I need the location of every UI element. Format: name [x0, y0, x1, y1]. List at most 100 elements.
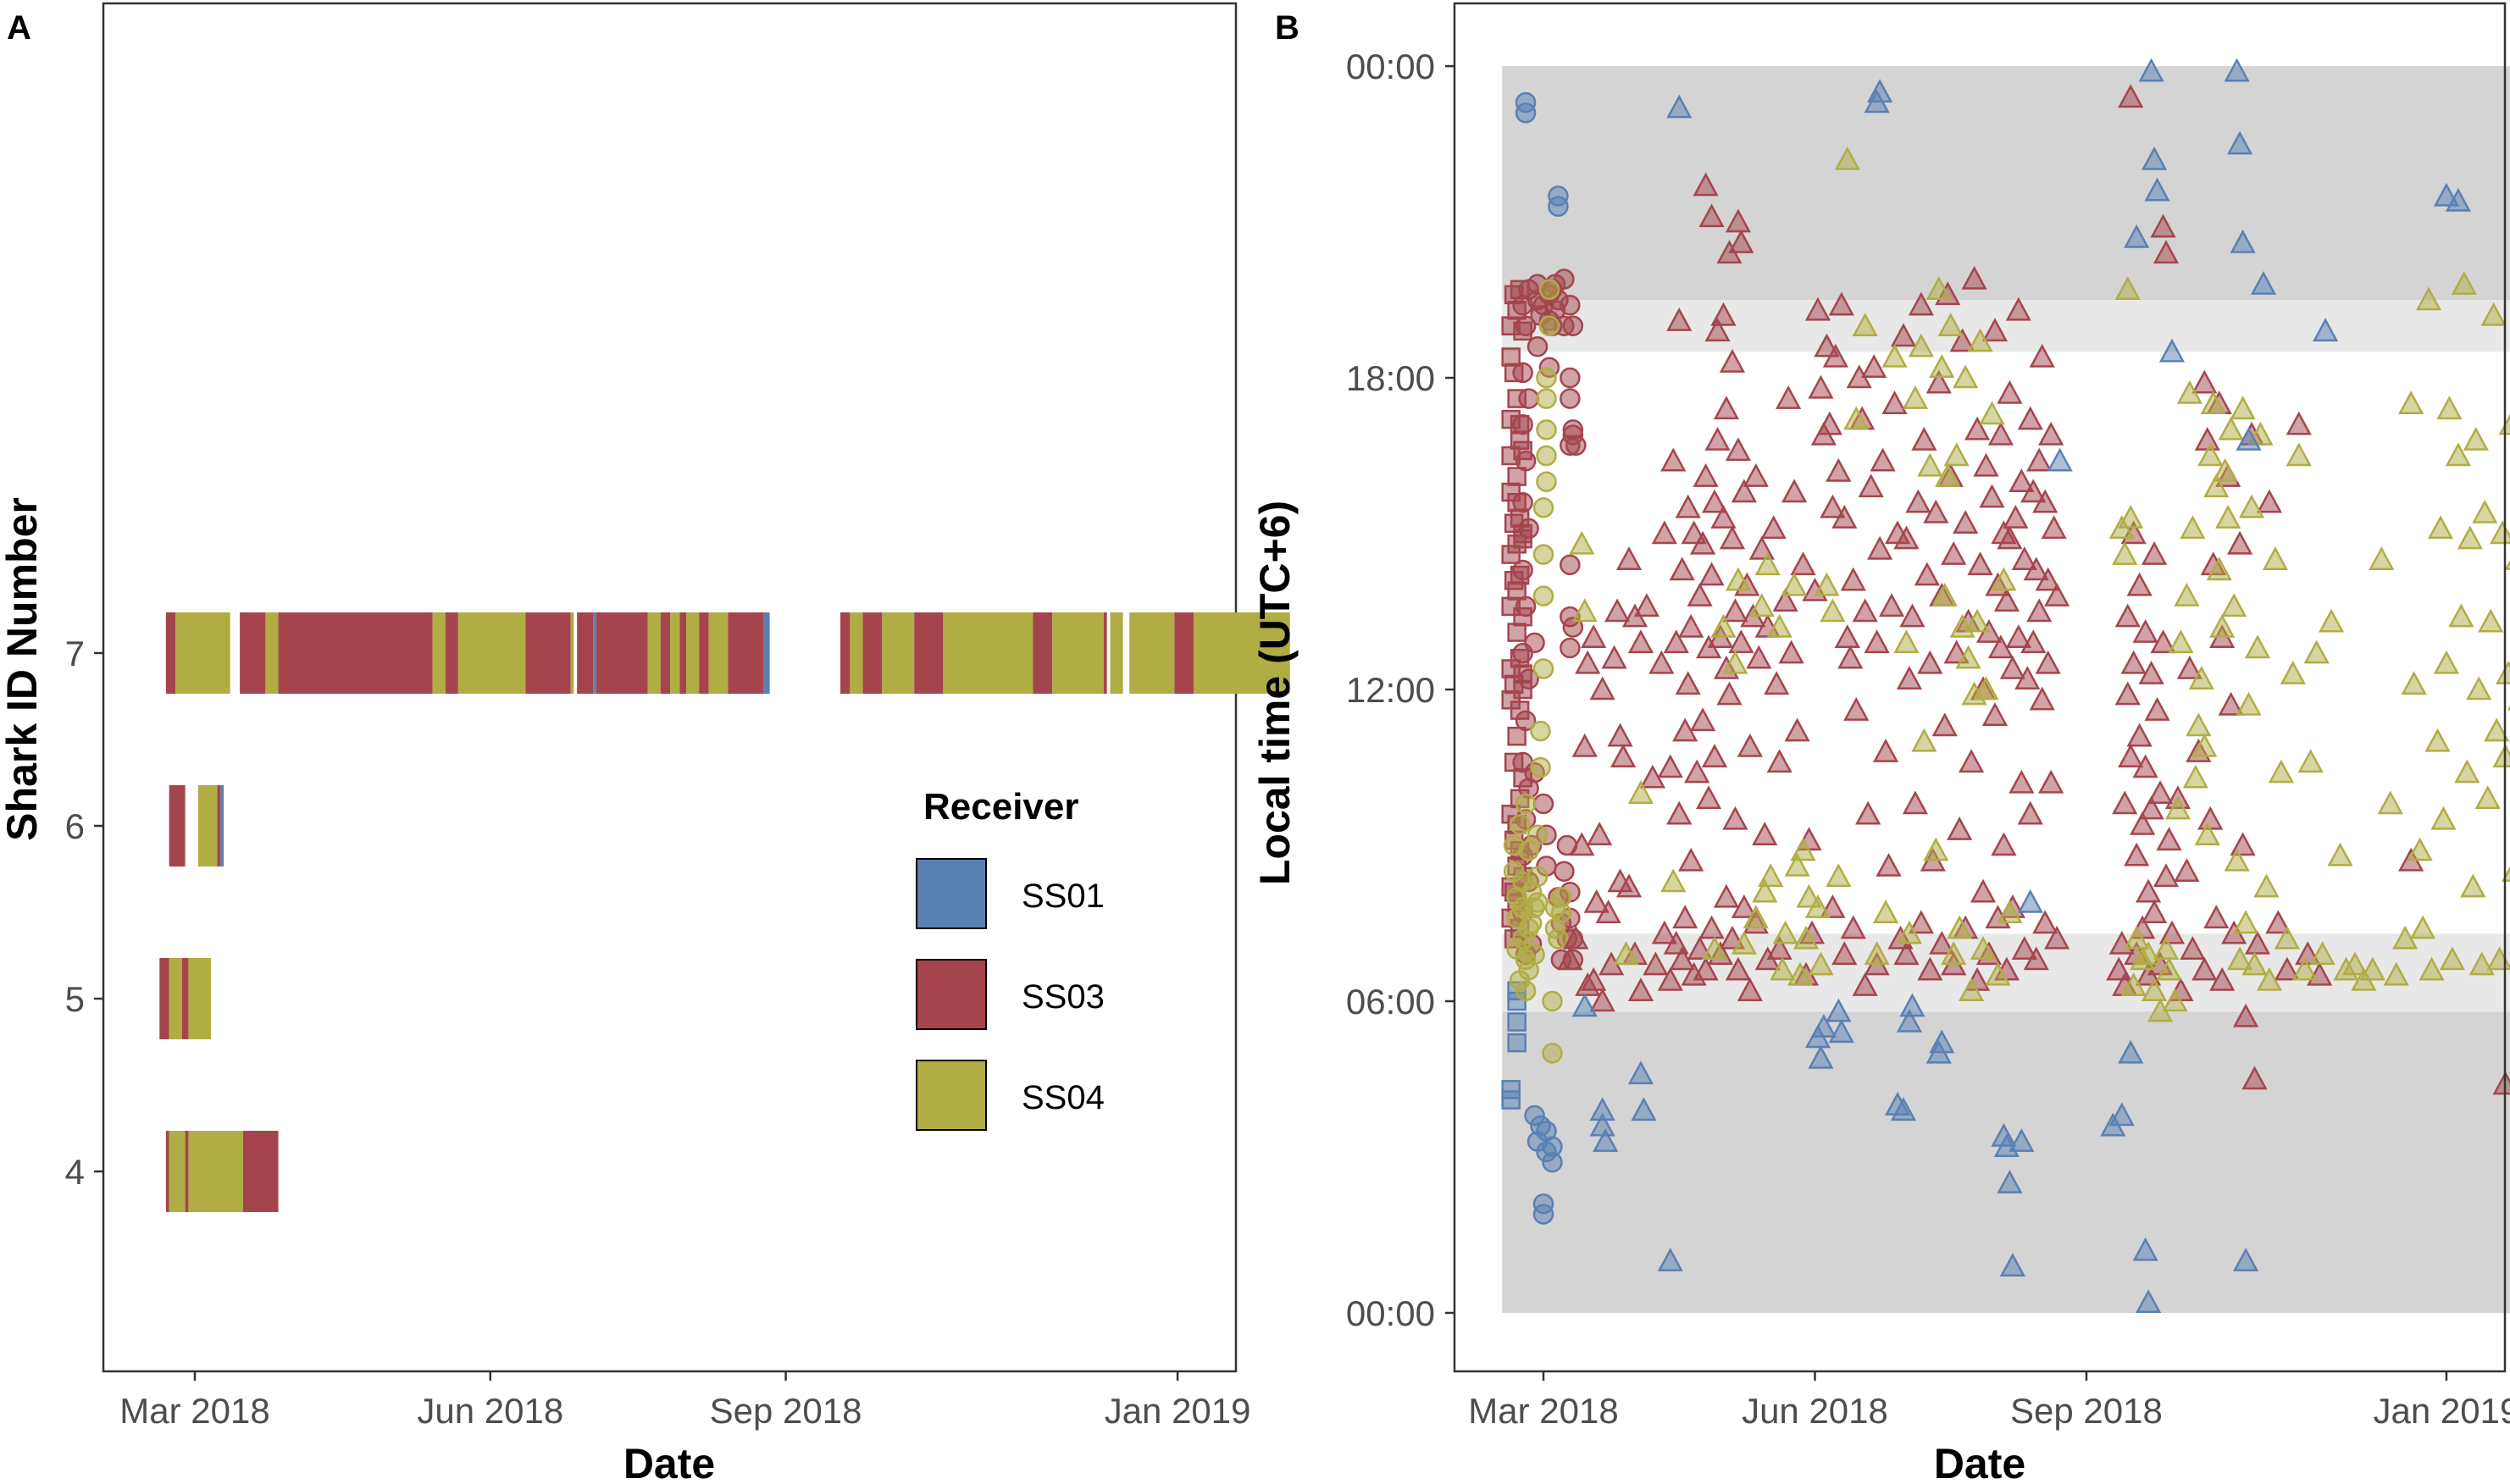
- point-ss03-shark-7: [1725, 437, 1752, 462]
- point-ss03-shark-7: [2120, 650, 2147, 674]
- point-ss03-shark-7: [2124, 842, 2150, 867]
- point-ss04-shark-7: [1722, 650, 1748, 674]
- point-ss04-shark-5: [1530, 756, 1551, 778]
- point-ss04-shark-7: [2182, 764, 2208, 789]
- point-ss03-shark-7: [1563, 925, 1589, 950]
- point-ss04-shark-7: [2377, 790, 2403, 815]
- point-ss04-shark-5: [1536, 445, 1557, 467]
- point-ss01-shark-7: [2047, 447, 2073, 472]
- point-ss03-shark-7: [1725, 956, 1752, 981]
- point-ss04-shark-7: [1997, 900, 2023, 924]
- point-ss04-shark-7: [2341, 951, 2369, 976]
- point-ss03-shark-7: [1669, 556, 1695, 581]
- point-ss03-shark-7: [2026, 447, 2053, 472]
- point-ss04-shark-7: [2186, 712, 2212, 737]
- point-ss04-shark-7: [2398, 390, 2424, 414]
- point-ss01-shark-7: [2313, 318, 2339, 342]
- point-ss04-shark-7: [1959, 977, 1985, 1002]
- shark-7-segment-11-ss01: [593, 612, 596, 694]
- point-ss03-shark-7: [1997, 379, 2023, 404]
- point-ss03-shark-7: [1959, 749, 1985, 773]
- point-ss04-shark-7: [2203, 473, 2230, 498]
- point-ss03-shark-7: [1704, 318, 1731, 342]
- point-ss03-shark-7: [1973, 452, 1999, 477]
- point-ss03-shark-7: [2114, 681, 2141, 706]
- point-ss03-shark-7: [1872, 739, 1899, 762]
- point-ss04-shark-7: [2232, 910, 2259, 934]
- point-ss04-shark-7: [1911, 728, 1937, 752]
- point-ss03-shark-7: [1947, 817, 1973, 840]
- point-ss03-shark-7: [1589, 988, 1615, 1012]
- panel-a-x-tick-label: Jan 2019: [1105, 1391, 1251, 1431]
- point-ss01-shark-7: [1657, 1248, 1683, 1271]
- point-ss03-shark-7: [1604, 598, 1631, 623]
- point-ss03-shark-7: [1929, 930, 1955, 955]
- shark-6-segment-0-ss03: [169, 785, 186, 867]
- point-ss04-shark-7: [1748, 593, 1775, 617]
- point-ss03-shark-7: [1981, 702, 2009, 726]
- point-ss04-shark-7: [2496, 661, 2510, 684]
- point-ss03-shark-7: [2130, 811, 2156, 835]
- point-ss03-shark-7: [2174, 858, 2200, 882]
- point-ss04-shark-7: [1991, 567, 2017, 591]
- point-ss04-shark-5: [1548, 928, 1569, 950]
- legend-swatch-ss03: [916, 959, 987, 1030]
- point-ss03-shark-7: [2153, 240, 2180, 264]
- point-ss03-shark-7: [2003, 505, 2029, 529]
- point-ss03-shark-7: [1902, 790, 1929, 815]
- point-ss03-shark-4: [1512, 362, 1533, 384]
- point-ss04-shark-7: [2280, 661, 2306, 684]
- point-ss04-shark-7: [2221, 593, 2247, 617]
- point-ss03-shark-4: [1560, 637, 1581, 659]
- shark-7-segment-5-ss04: [432, 612, 446, 694]
- point-ss03-shark-6: [1507, 623, 1527, 642]
- point-ss01-shark-7: [1826, 998, 1852, 1022]
- point-ss03-shark-7: [1743, 462, 1769, 487]
- point-ss04-shark-7: [2419, 956, 2445, 981]
- point-ss04-shark-5: [1527, 892, 1549, 913]
- panel-b-y-tick-label: 18:00: [1346, 358, 1435, 398]
- point-ss04-shark-7: [2463, 427, 2489, 451]
- point-ss04-shark-7: [2401, 671, 2427, 695]
- point-ss03-shark-7: [2176, 655, 2202, 679]
- point-ss01-shark-7: [2017, 889, 2043, 913]
- point-ss03-shark-7: [1893, 941, 1920, 966]
- point-ss03-shark-7: [2203, 905, 2230, 929]
- point-ss03-shark-7: [1908, 291, 1934, 316]
- shark-7-segment-23-ss04: [850, 612, 863, 694]
- point-ss03-shark-4: [1518, 668, 1539, 690]
- shark-4-segment-1-ss04: [169, 1131, 186, 1212]
- point-ss03-shark-7: [2009, 769, 2035, 794]
- point-ss03-shark-7: [1760, 515, 1787, 540]
- point-ss04-shark-7: [2180, 515, 2206, 540]
- point-ss03-shark-7: [1917, 956, 1943, 981]
- point-ss04-shark-7: [2359, 956, 2385, 981]
- point-ss01-shark-7: [1997, 1170, 2023, 1193]
- point-ss04-shark-7: [2262, 546, 2289, 570]
- point-ss03-shark-7: [2026, 598, 2053, 623]
- point-ss03-shark-7: [1693, 172, 1719, 197]
- point-ss03-shark-7: [1858, 473, 1884, 498]
- point-ss04-shark-7: [2141, 977, 2168, 1002]
- point-ss03-shark-7: [1581, 624, 1607, 648]
- point-ss04-shark-7: [2454, 759, 2480, 784]
- point-ss04-shark-7: [2253, 873, 2280, 898]
- point-ss04-shark-7: [1752, 878, 1778, 903]
- point-ss03-shark-4: [1560, 554, 1581, 576]
- panel-b-letter: B: [1275, 9, 1299, 47]
- legend-swatch-ss01: [916, 858, 987, 929]
- panel-a-letter: A: [7, 9, 31, 47]
- point-ss03-shark-7: [1908, 910, 1934, 934]
- point-ss04-shark-5: [1515, 793, 1537, 815]
- point-ss03-shark-4: [1554, 861, 1575, 882]
- point-ss04-shark-7: [2478, 608, 2504, 633]
- panel-a-x-tick-label: Sep 2018: [710, 1391, 862, 1431]
- shark-7-segment-1-ss04: [175, 612, 230, 694]
- point-ss01-shark-7: [2236, 427, 2262, 451]
- point-ss03-shark-7: [1917, 650, 1943, 674]
- point-ss04-shark-5: [1527, 824, 1549, 846]
- panel-a-axis: Mar 2018 Jun 2018 Sep 2018 Jan 2019 4 5 6 7: [65, 634, 1251, 1431]
- shark-5-segment-1-ss04: [169, 958, 182, 1039]
- point-ss03-shark-4: [1512, 414, 1533, 435]
- point-ss04-shark-7: [1931, 583, 1958, 606]
